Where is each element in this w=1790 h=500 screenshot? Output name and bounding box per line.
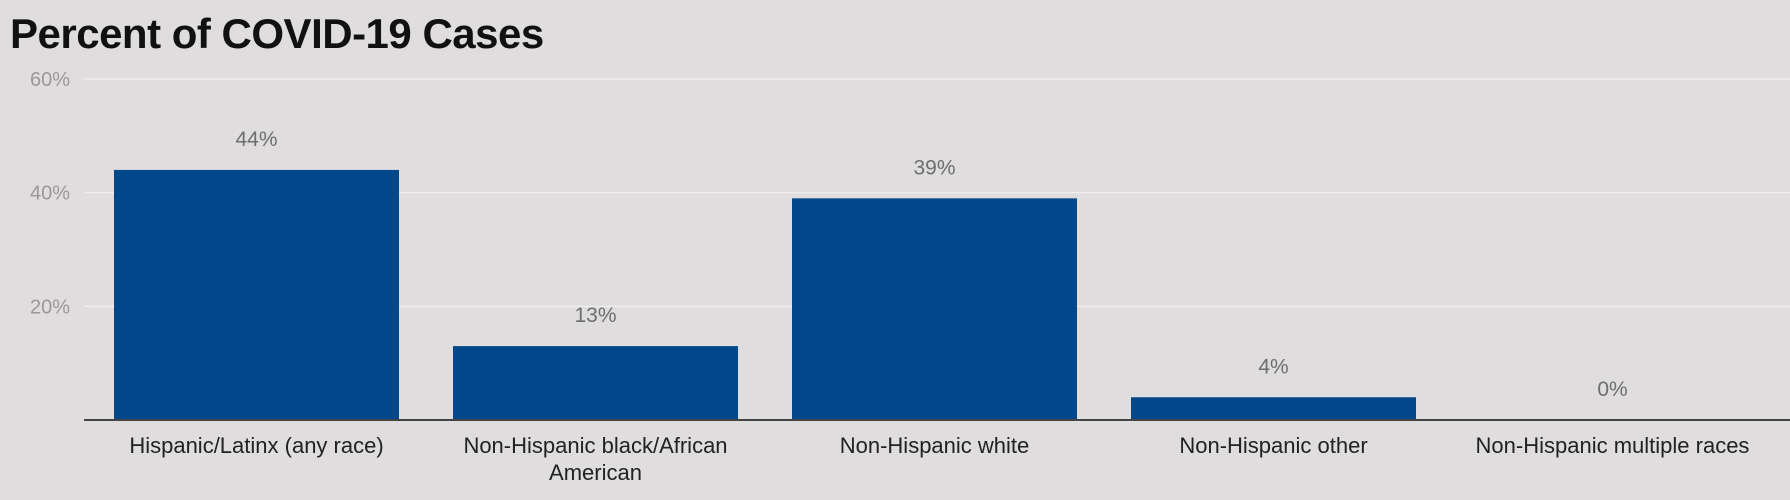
category-label: Non-Hispanic black/African <box>463 433 727 458</box>
data-label: 13% <box>574 304 616 327</box>
y-tick-label: 20% <box>30 296 70 318</box>
category-label: Non-Hispanic multiple races <box>1476 433 1750 458</box>
bars <box>114 169 1416 420</box>
data-label: 4% <box>1258 355 1288 378</box>
data-label: 44% <box>235 128 277 151</box>
y-tick-label: 60% <box>30 69 70 91</box>
y-axis-ticks: 20% 40% 60% <box>30 69 70 318</box>
bar <box>453 346 738 420</box>
data-label: 39% <box>913 156 955 179</box>
category-labels: Hispanic/Latinx (any race) Non-Hispanic b… <box>129 433 1749 485</box>
category-label: Non-Hispanic other <box>1179 433 1367 458</box>
chart-title: Percent of COVID-19 Cases <box>10 10 544 57</box>
data-label: 0% <box>1597 378 1627 401</box>
data-labels: 44% 13% 39% 4% 0% <box>235 128 1627 401</box>
category-label: American <box>549 460 642 485</box>
bar <box>792 198 1077 420</box>
bar <box>114 169 399 420</box>
bar <box>1131 397 1416 420</box>
category-label: Hispanic/Latinx (any race) <box>129 433 383 458</box>
category-label: Non-Hispanic white <box>840 433 1030 458</box>
y-tick-label: 40% <box>30 183 70 205</box>
